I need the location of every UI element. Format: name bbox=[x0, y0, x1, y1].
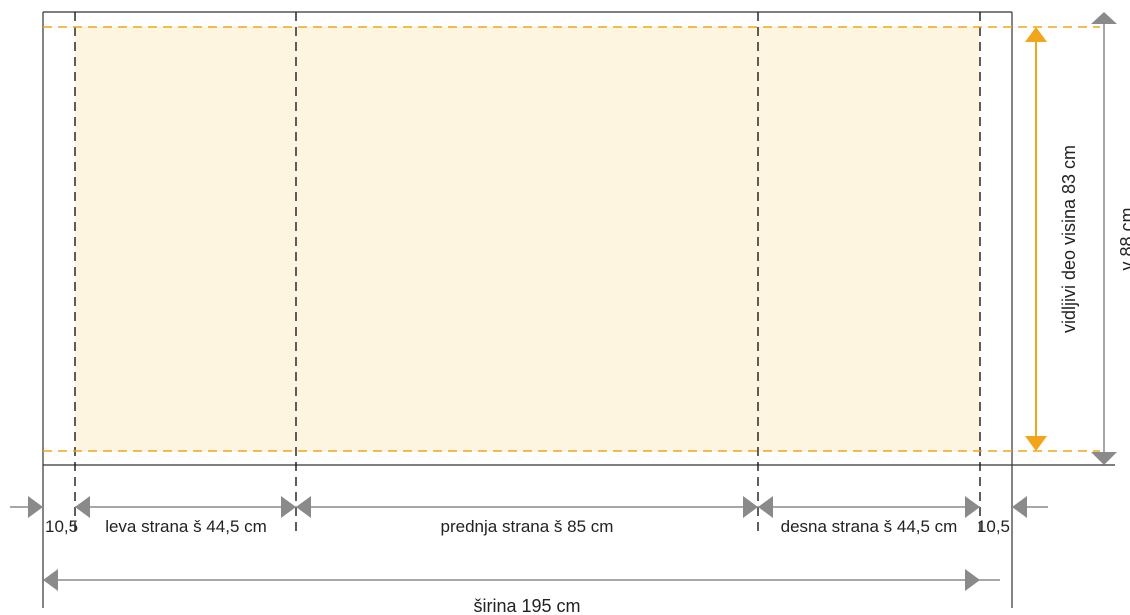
arrow-front-start bbox=[296, 496, 311, 518]
arrow-left-margin-in bbox=[28, 496, 43, 518]
panel-fill-left bbox=[75, 27, 296, 451]
panel-fill-front bbox=[296, 27, 758, 451]
label-left-margin: 10,5 bbox=[45, 517, 78, 536]
visible-height-arrow bbox=[1025, 27, 1047, 451]
arrow-right-side-start bbox=[758, 496, 773, 518]
label-front-side: prednja strana š 85 cm bbox=[441, 517, 614, 536]
total-width-arrow bbox=[43, 569, 1000, 591]
label-visible-height: vidljivi deo visina 83 cm bbox=[1059, 145, 1079, 333]
segment-dimension-row bbox=[10, 496, 1048, 518]
label-right-margin: 10,5 bbox=[977, 517, 1010, 536]
label-total-width: širina 195 cm bbox=[473, 596, 580, 615]
label-right-side: desna strana š 44,5 cm bbox=[781, 517, 958, 536]
outer-outline bbox=[42, 11, 1115, 608]
total-height-arrow bbox=[1091, 12, 1117, 465]
arrow-left-side-start bbox=[75, 496, 90, 518]
arrow-front-end bbox=[743, 496, 758, 518]
label-total-height: v 88 cm bbox=[1117, 207, 1130, 270]
panel-fill-right bbox=[758, 27, 980, 451]
visible-area-guides bbox=[43, 26, 1100, 452]
arrow-left-side-end bbox=[281, 496, 296, 518]
arrow-right-side-end bbox=[965, 496, 980, 518]
fold-lines bbox=[74, 12, 981, 535]
label-left-side: leva strana š 44,5 cm bbox=[105, 517, 267, 536]
arrow-right-margin-in bbox=[1012, 496, 1027, 518]
